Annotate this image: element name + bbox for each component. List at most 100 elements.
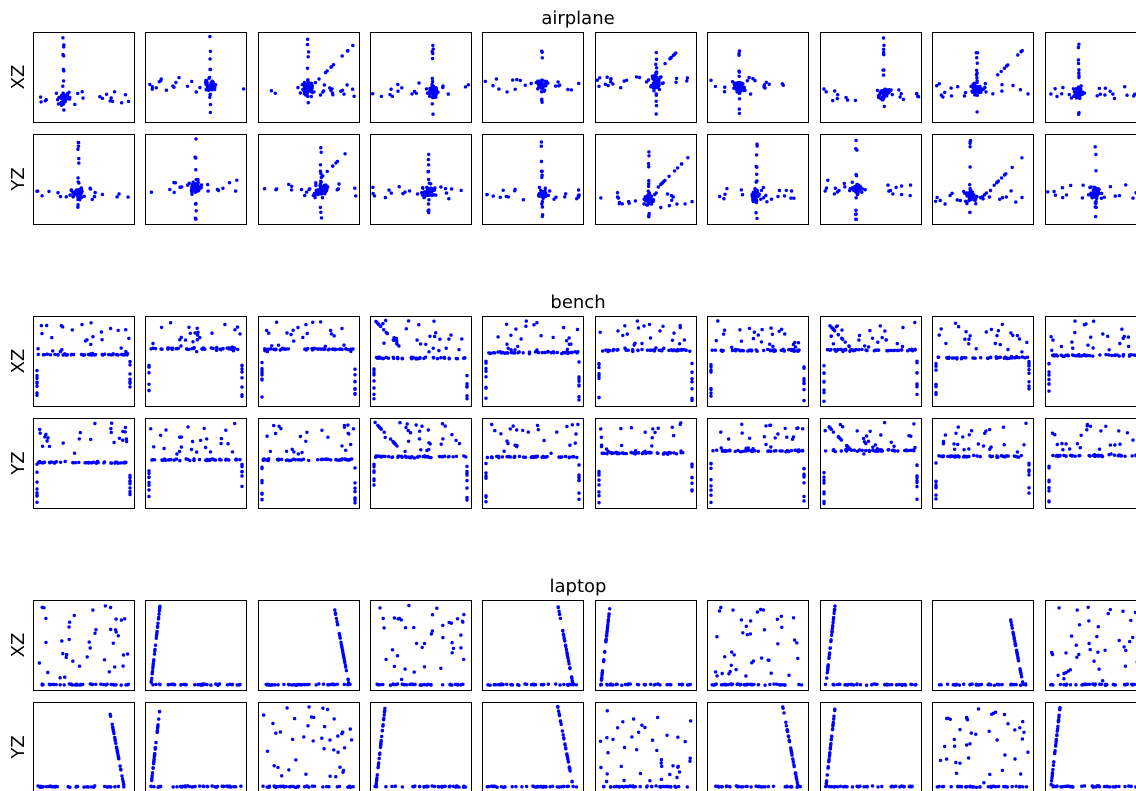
scatter-point (203, 445, 208, 450)
scatter-point (383, 435, 387, 440)
scatter-point (202, 426, 206, 431)
scatter-point (509, 350, 514, 355)
scatter-point (346, 677, 350, 681)
scatter-point (725, 186, 729, 191)
scatter-point (771, 344, 775, 349)
scatter-point (886, 91, 890, 95)
scatter-point (424, 87, 429, 91)
scatter-point (597, 494, 601, 498)
scatter-point (463, 356, 467, 360)
scatter-point (1076, 45, 1081, 50)
scatter-point (35, 462, 39, 466)
panel-frame (258, 418, 360, 509)
scatter-point (749, 348, 754, 352)
row-label-bench-xz: XZ (8, 349, 29, 374)
scatter-point (822, 390, 826, 395)
scatter-point (90, 682, 95, 687)
scatter-point (341, 654, 346, 658)
scatter-point (403, 667, 407, 671)
scatter-point (855, 449, 860, 453)
scatter-point (676, 784, 681, 789)
scatter-point (94, 628, 98, 632)
scatter-point (488, 683, 492, 687)
scatter-point (854, 196, 858, 200)
scatter-point (379, 356, 383, 360)
scatter-point (1049, 782, 1053, 787)
scatter-point (434, 92, 438, 97)
scatter-point (194, 201, 198, 206)
scatter-point (492, 351, 497, 355)
scatter-point (463, 85, 468, 89)
scatter-point (987, 195, 992, 199)
scatter-point (1119, 454, 1124, 458)
scatter-point (540, 83, 544, 87)
scatter-point (802, 494, 806, 499)
scatter-point (274, 320, 279, 324)
scatter-point (769, 445, 773, 449)
scatter-point (986, 356, 990, 361)
scatter-point (575, 327, 580, 332)
scatter-point (157, 682, 162, 686)
scatter-point (802, 481, 806, 485)
scatter-point (517, 454, 522, 459)
scatter-point (824, 186, 829, 190)
scatter-point (889, 440, 893, 444)
scatter-point (742, 683, 746, 687)
scatter-point (536, 87, 540, 91)
scatter-point (791, 760, 795, 764)
scatter-point (61, 36, 65, 40)
scatter-point (42, 606, 46, 610)
scatter-point (150, 669, 155, 673)
scatter-point (329, 458, 333, 462)
scatter-point (713, 348, 718, 352)
scatter-point (887, 448, 891, 452)
scatter-point (577, 360, 581, 364)
scatter-point (844, 449, 849, 453)
scatter-point (966, 756, 971, 760)
scatter-point (353, 373, 357, 377)
scatter-point (219, 436, 224, 441)
scatter-point (1081, 183, 1085, 187)
scatter-point (306, 55, 310, 59)
scatter-point (155, 624, 160, 628)
scatter-point (835, 324, 839, 328)
scatter-point (438, 337, 442, 341)
scatter-point (830, 785, 834, 789)
panel-airplane-xz-7 (707, 32, 809, 123)
scatter-point (179, 344, 183, 348)
scatter-point (128, 492, 132, 497)
scatter-point (512, 351, 517, 355)
scatter-point (938, 198, 942, 203)
scatter-point (231, 349, 236, 353)
scatter-point (351, 427, 356, 431)
scatter-point (384, 785, 388, 789)
scatter-point (987, 427, 992, 432)
scatter-point (76, 195, 80, 199)
scatter-point (502, 351, 507, 355)
scatter-point (1020, 737, 1025, 741)
scatter-point (177, 75, 181, 80)
scatter-point (556, 80, 560, 84)
scatter-point (826, 178, 830, 182)
scatter-point (949, 94, 954, 98)
scatter-point (716, 319, 720, 323)
scatter-point (978, 84, 982, 89)
scatter-point (175, 452, 179, 456)
scatter-point (172, 180, 176, 185)
scatter-point (151, 659, 156, 663)
panel-bench-yz-8 (820, 418, 922, 509)
scatter-point (907, 434, 911, 438)
scatter-point (66, 784, 70, 789)
scatter-point (739, 618, 744, 622)
scatter-point (1126, 344, 1131, 349)
scatter-point (83, 353, 87, 357)
scatter-point (597, 501, 601, 505)
scatter-point (190, 192, 194, 196)
scatter-point (1011, 83, 1015, 88)
scatter-point (334, 775, 338, 779)
scatter-point (1103, 648, 1107, 652)
scatter-point (1047, 480, 1051, 484)
scatter-point (576, 422, 580, 427)
scatter-point (333, 612, 338, 616)
scatter-point (152, 754, 157, 759)
